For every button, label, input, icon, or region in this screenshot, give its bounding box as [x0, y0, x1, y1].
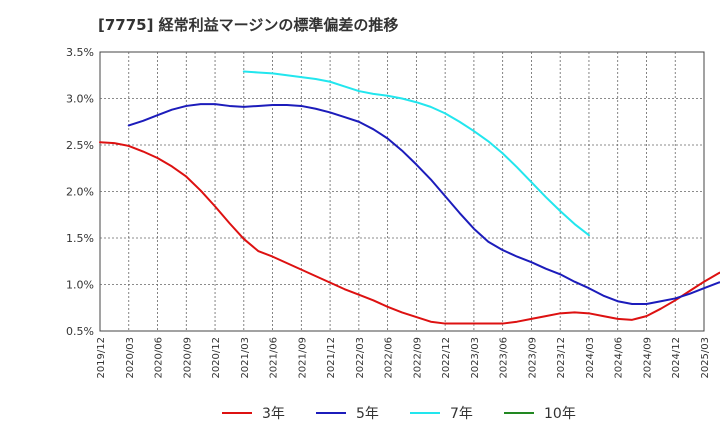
legend-label: 5年: [356, 406, 379, 422]
x-tick-label: 2020/06: [154, 337, 165, 379]
legend: 3年 5年 7年 10年: [222, 406, 576, 422]
x-tick-label: 2021/06: [269, 337, 280, 379]
y-tick-label: 0.5%: [66, 325, 94, 338]
x-tick-label: 2020/03: [125, 337, 136, 379]
y-tick-label: 3.5%: [66, 46, 94, 59]
x-tick-label: 2023/03: [470, 337, 481, 379]
legend-label: 7年: [450, 406, 473, 422]
x-tick-label: 2023/06: [499, 337, 510, 379]
x-tick-label: 2023/12: [556, 337, 567, 379]
series-lines: [99, 70, 720, 325]
chart-title: [7775] 経常利益マージンの標準偏差の推移: [98, 16, 399, 34]
y-tick-label: 1.5%: [66, 232, 94, 245]
x-tick-label: 2019/12: [96, 337, 107, 379]
y-tick-label: 3.0%: [66, 93, 94, 106]
x-tick-label: 2024/12: [671, 337, 682, 379]
x-tick-label: 2020/12: [211, 337, 222, 379]
x-tick-label: 2022/09: [412, 337, 423, 379]
x-tick-label: 2022/06: [384, 337, 395, 379]
x-tick-label: 2025/03: [700, 337, 711, 379]
x-axis-ticks: 2019/12 2020/03 2020/06 2020/09 2020/12 2021/…: [96, 337, 711, 379]
x-tick-label: 2022/03: [355, 337, 366, 379]
x-tick-label: 2020/09: [182, 337, 193, 379]
legend-label: 3年: [262, 406, 285, 422]
x-tick-label: 2022/12: [441, 337, 452, 379]
legend-label: 10年: [544, 406, 576, 422]
series-line-7年: [242, 70, 590, 237]
y-axis-ticks: 0.5% 1.0% 1.5% 2.0% 2.5% 3.0% 3.5%: [66, 46, 94, 338]
series-line-5年: [127, 103, 720, 306]
y-tick-label: 1.0%: [66, 279, 94, 292]
x-tick-label: 2021/12: [326, 337, 337, 379]
y-tick-label: 2.5%: [66, 139, 94, 152]
x-tick-label: 2024/09: [642, 337, 653, 379]
x-tick-label: 2021/03: [240, 337, 251, 379]
x-tick-label: 2024/03: [585, 337, 596, 379]
x-tick-label: 2021/09: [297, 337, 308, 379]
x-tick-label: 2024/06: [614, 337, 625, 379]
x-tick-label: 2023/09: [527, 337, 538, 379]
y-tick-label: 2.0%: [66, 186, 94, 199]
grid-lines: [100, 52, 704, 331]
series-line-3年: [99, 141, 720, 325]
